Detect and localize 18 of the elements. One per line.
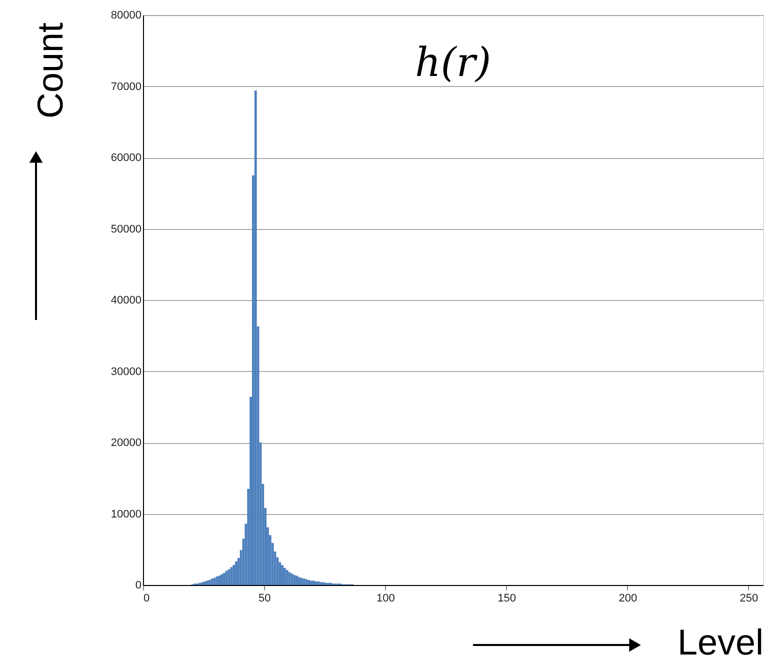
x-tick-label: 150	[498, 592, 516, 604]
y-tick-label: 50000	[110, 223, 142, 236]
y-tick-label: 10000	[110, 508, 142, 520]
y-axis-title: Count	[30, 22, 70, 119]
y-tick-label: 30000	[110, 366, 142, 378]
y-tick-label: 80000	[110, 10, 142, 22]
x-tick-label: 0	[144, 592, 150, 604]
y-tick-label: 0	[135, 580, 142, 592]
y-tick-label: 60000	[110, 152, 142, 164]
x-tick-label: 200	[618, 592, 638, 604]
x-tick-label: 100	[376, 592, 395, 604]
y-tick-label: 20000	[110, 437, 142, 449]
x-tick-label: 50	[258, 592, 271, 604]
x-axis-title: Level	[677, 622, 764, 662]
x-tick-label: 250	[740, 592, 758, 604]
text: h(r)	[414, 40, 492, 86]
y-tick-label: 40000	[110, 294, 142, 306]
y-tick-label: 70000	[110, 80, 142, 93]
